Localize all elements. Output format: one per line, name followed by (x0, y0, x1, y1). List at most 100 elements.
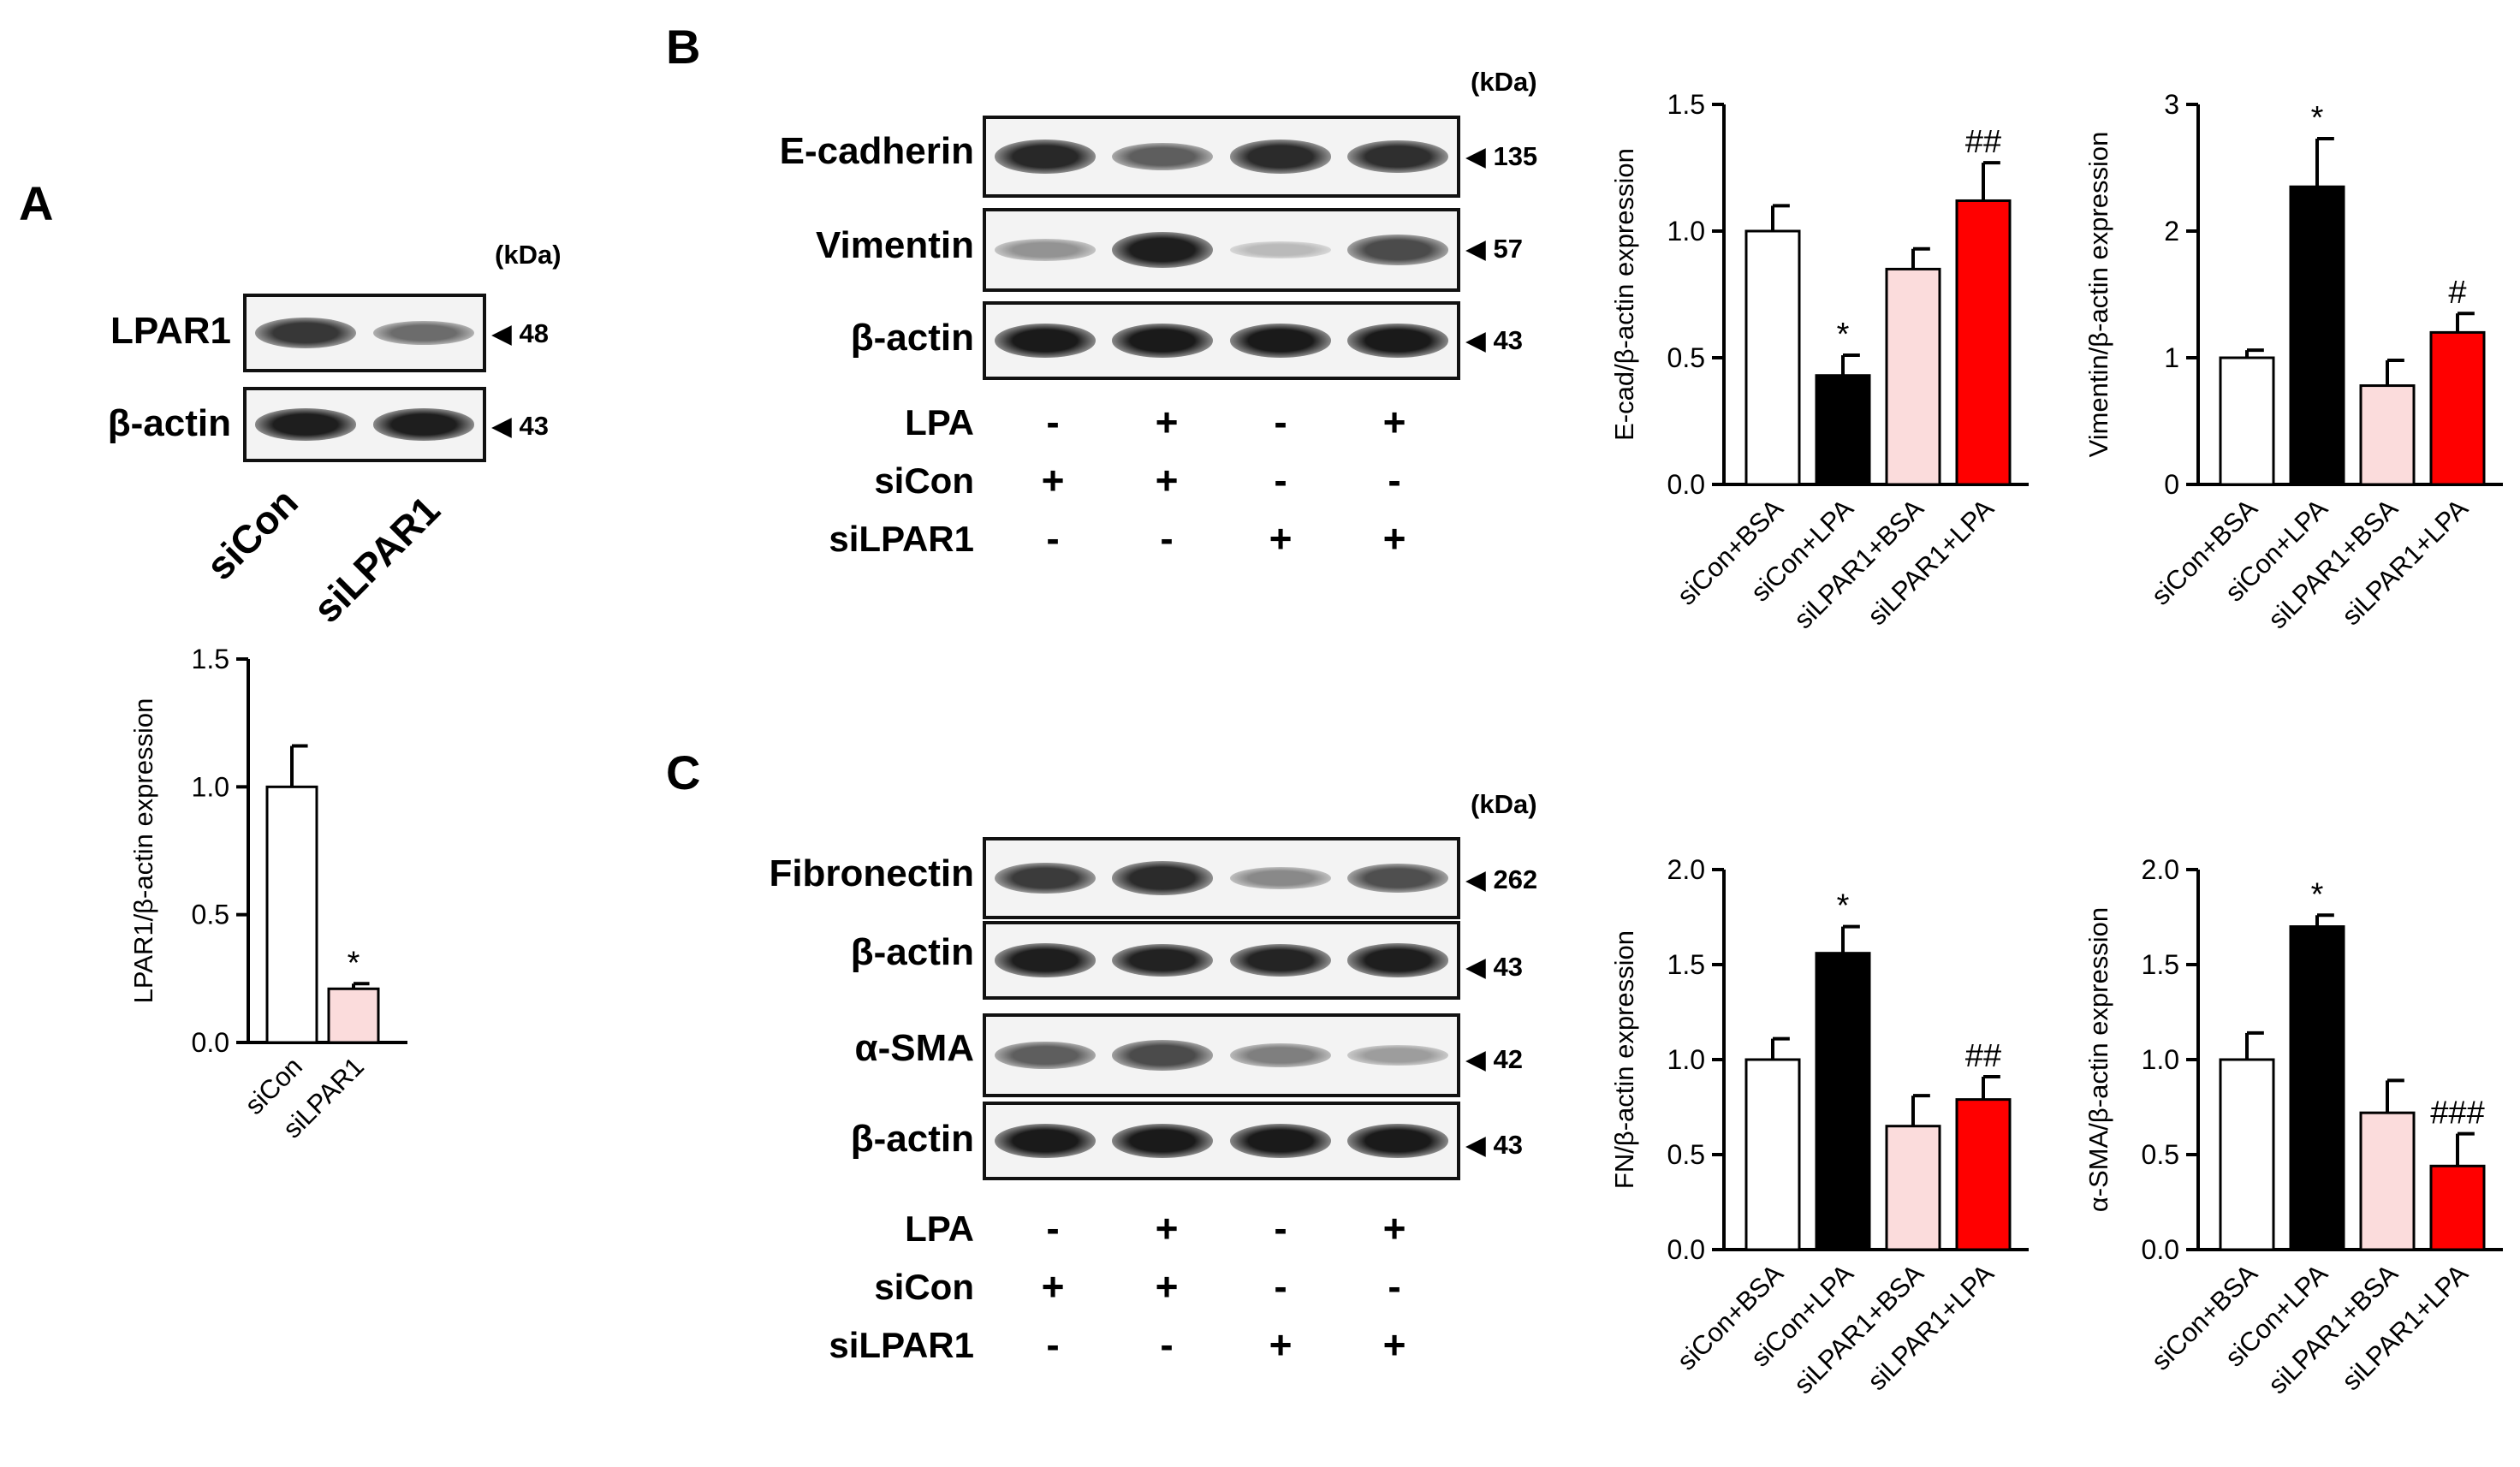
condition-sign: + (1382, 1206, 1406, 1250)
y-tick-label: 0.5 (1667, 1139, 1705, 1170)
bar (1744, 1058, 1801, 1251)
blot-band (994, 324, 1096, 358)
mw-marker: ◀ 262 (1465, 864, 1538, 894)
condition-sign: + (1382, 516, 1406, 561)
blot-band (1347, 235, 1449, 265)
blot-band (254, 318, 357, 348)
y-tick-label: 1.5 (1667, 89, 1705, 120)
mw-marker: ◀ 48 (491, 318, 549, 348)
mw-marker: ◀ 135 (1465, 141, 1538, 171)
y-axis-label: Vimentin/β-actin expression (2083, 132, 2113, 458)
significance-marker: * (2311, 100, 2324, 136)
condition-label: LPA (905, 402, 974, 442)
condition-sign: - (1388, 1264, 1401, 1309)
bar (2359, 1111, 2416, 1251)
y-tick-label: 0.0 (192, 1027, 229, 1058)
y-tick-label: 0.5 (1667, 342, 1705, 373)
condition-sign: + (1155, 400, 1179, 444)
x-tick-label: siLPAR1+LPA (2336, 493, 2474, 631)
mw-marker: ◀ 42 (1465, 1044, 1523, 1074)
blot-label: β-actin (107, 402, 231, 444)
blot-label: β-actin (850, 317, 974, 359)
blot-band (1347, 140, 1449, 174)
y-tick-label: 0.0 (1667, 469, 1705, 500)
condition-sign: + (1155, 1264, 1179, 1309)
blot-label: Vimentin (815, 224, 974, 266)
bar (2429, 1164, 2486, 1251)
mw-marker: ◀ 43 (491, 411, 549, 441)
y-tick-label: 3 (2164, 89, 2179, 120)
condition-sign: - (1274, 1264, 1287, 1309)
blot-band (372, 408, 475, 441)
chart-ecad: 0.00.51.01.5E-cad/β-actin expressionsiCo… (1609, 89, 2029, 634)
significance-marker: * (1837, 888, 1850, 924)
condition-sign: - (1046, 1206, 1060, 1250)
blot-band (994, 1041, 1096, 1070)
blot-label: β-actin (850, 1118, 974, 1160)
condition-sign: - (1046, 400, 1060, 444)
blot-band (1112, 1124, 1214, 1158)
bar (2289, 185, 2345, 486)
y-tick-label: 2.0 (2142, 854, 2179, 885)
y-axis-label: E-cad/β-actin expression (1609, 148, 1639, 441)
blot-band (1229, 943, 1331, 977)
condition-sign: + (1382, 1322, 1406, 1367)
mw-marker: ◀ 43 (1465, 1130, 1523, 1160)
y-axis-label: LPAR1/β-actin expression (128, 698, 158, 1004)
condition-sign: + (1269, 516, 1293, 561)
condition-label: siCon (874, 460, 974, 501)
blot-label: LPAR1 (110, 310, 231, 352)
mw-marker: ◀ 43 (1465, 325, 1523, 355)
y-tick-label: 1.0 (1667, 216, 1705, 246)
y-tick-label: 1.5 (192, 644, 229, 674)
y-tick-label: 1.5 (2142, 949, 2179, 980)
western-blot-alpha-sma (983, 1013, 1460, 1097)
blot-band (372, 320, 475, 346)
blot-band (254, 408, 357, 441)
condition-label: siLPAR1 (829, 519, 974, 559)
blot-band (1229, 1042, 1331, 1068)
blot-band (1112, 1040, 1214, 1071)
y-tick-label: 0.5 (192, 900, 229, 930)
significance-marker: ## (1965, 1038, 2001, 1074)
y-axis-label: α-SMA/β-actin expression (2083, 907, 2113, 1212)
condition-sign: + (1041, 458, 1065, 502)
kda-label-c: (kDa) (1471, 789, 1537, 819)
condition-sign: - (1160, 1322, 1174, 1367)
condition-sign: - (1274, 458, 1287, 502)
bar (327, 987, 380, 1044)
blot-band (1112, 142, 1214, 171)
panel-letter-c: C (666, 745, 701, 799)
chart-fn: 0.00.51.01.52.0FN/β-actin expressionsiCo… (1609, 854, 2029, 1399)
mw-marker: ◀ 57 (1465, 234, 1523, 264)
blot-band (1229, 324, 1331, 358)
blot-band (1347, 943, 1449, 977)
blot-band (1347, 1044, 1449, 1066)
condition-sign: - (1274, 400, 1287, 444)
condition-sign: + (1155, 1206, 1179, 1250)
bar (2359, 384, 2416, 486)
blot-band (1112, 861, 1214, 895)
panel-letter-a: A (19, 176, 54, 230)
blot-band (1229, 1124, 1331, 1158)
condition-sign: + (1269, 1322, 1293, 1367)
bar (1815, 374, 1871, 486)
condition-sign: - (1274, 1206, 1287, 1250)
y-tick-label: 0 (2164, 469, 2179, 500)
bar (265, 785, 318, 1044)
condition-sign: + (1041, 1264, 1065, 1309)
blot-band (1112, 232, 1214, 268)
blot-band (994, 862, 1096, 894)
x-tick-label: siLPAR1+LPA (1862, 493, 2000, 631)
blot-label: E-cadherin (779, 130, 974, 172)
blot-band (1347, 324, 1449, 358)
blot-band (1229, 241, 1331, 259)
condition-sign: - (1046, 1322, 1060, 1367)
y-tick-label: 0.0 (2142, 1234, 2179, 1265)
bar (1955, 199, 2012, 486)
western-blot-beta-actin (243, 387, 486, 462)
western-blot-beta-actin (983, 301, 1460, 380)
